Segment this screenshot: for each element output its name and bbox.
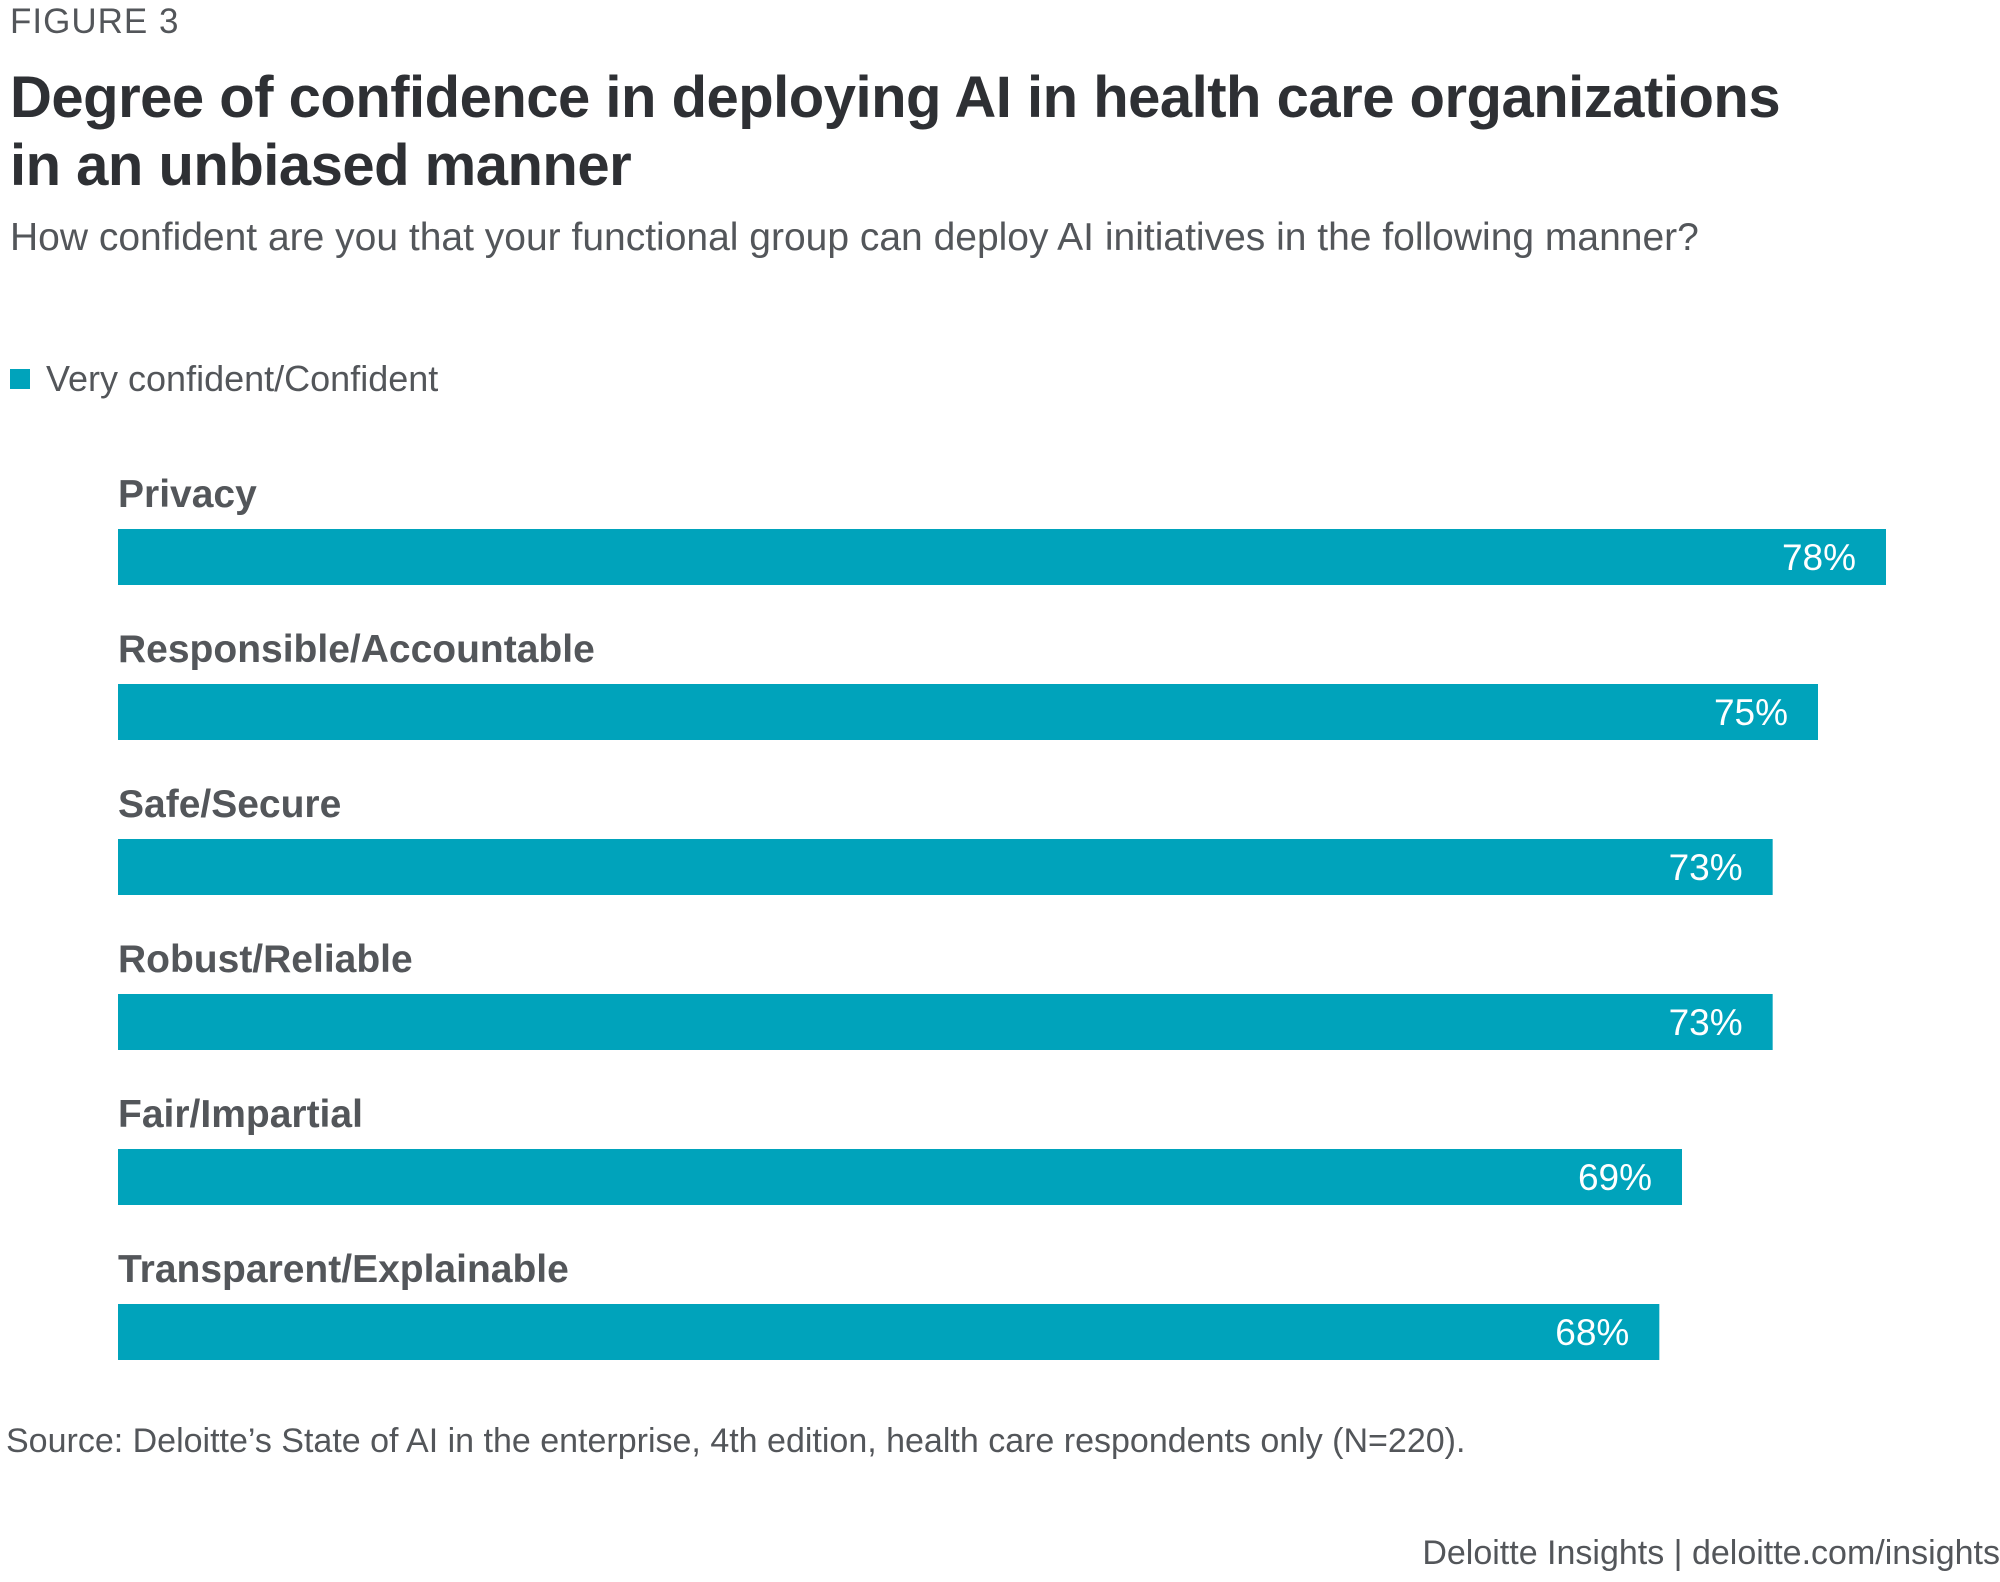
value-label: 73% [1669,847,1743,888]
legend-label: Very confident/Confident [46,358,439,399]
figure-label: FIGURE 3 [10,2,180,41]
category-label: Safe/Secure [118,783,341,826]
value-label: 75% [1714,692,1788,733]
bar [118,839,1773,895]
source-note: Source: Deloitte’s State of AI in the en… [6,1422,1466,1460]
value-label: 68% [1555,1312,1629,1353]
category-label: Fair/Impartial [118,1093,363,1136]
category-label: Privacy [118,473,257,516]
category-label: Transparent/Explainable [118,1248,569,1291]
bar [118,1304,1660,1360]
bar [118,684,1818,740]
bar [118,529,1886,585]
legend: Very confident/Confident [10,358,438,400]
value-label: 78% [1782,537,1856,578]
bar [118,1149,1682,1205]
bar [118,994,1773,1050]
chart-subtitle: How confident are you that your function… [10,216,1699,259]
value-label: 69% [1578,1157,1652,1198]
value-label: 73% [1669,1002,1743,1043]
legend-swatch [10,369,30,389]
category-label: Robust/Reliable [118,938,413,981]
chart-title: Degree of confidence in deploying AI in … [10,65,1781,198]
footer-credit: Deloitte Insights | deloitte.com/insight… [1422,1534,2000,1572]
category-label: Responsible/Accountable [118,628,595,671]
